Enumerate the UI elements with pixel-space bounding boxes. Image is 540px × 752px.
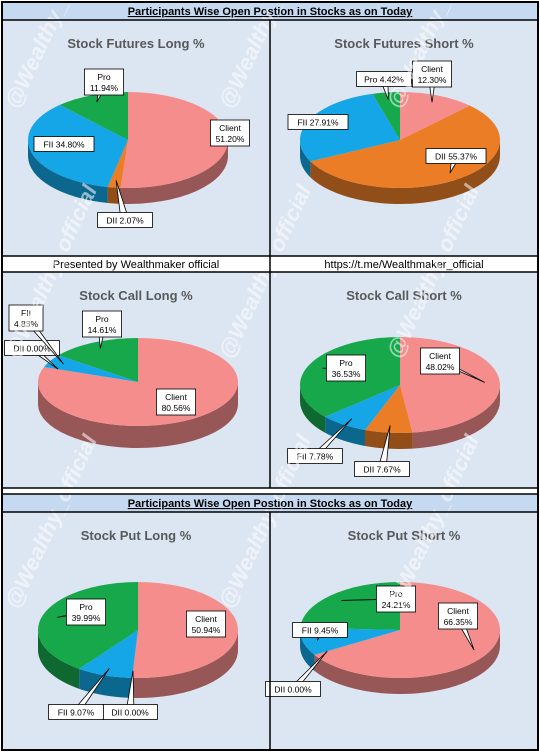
data-label-pro: Pro 36.53%: [332, 358, 361, 379]
charts-layer: Stock Futures Long % Client 51.20% DII 2.07…: [4, 36, 501, 720]
data-label-pro: Pro 24.21%: [382, 589, 411, 610]
data-label-client: Client 80.56%: [162, 392, 191, 413]
pie-slice-fii: [44, 355, 138, 382]
pie-chart-stock-put-short: Stock Put Short % Client 66.35% DII 0.00% FI…: [265, 528, 500, 697]
data-label-box-dii: [265, 681, 321, 697]
pie-slice-fii: [79, 630, 138, 678]
pie-slice-pro: [58, 338, 139, 382]
header-presented-by: Presented by Wealthmaker official: [53, 259, 220, 271]
data-label-dii: DII 7.67%: [363, 465, 401, 475]
header-telegram-link[interactable]: https://t.me/Wealthmaker_official: [324, 259, 483, 271]
pie-slice-side-fii: [325, 416, 366, 446]
data-label-pro: Pro 39.99%: [72, 602, 101, 623]
data-label-box-dii: [354, 461, 410, 477]
data-label-box-fii: [8, 304, 44, 332]
chart-title: Stock Futures Long %: [67, 36, 205, 51]
data-label-client: Client 50.94%: [192, 614, 221, 635]
pie-slice-side-client: [412, 385, 500, 449]
pie-slice-pro: [59, 92, 128, 140]
data-label-pro: Pro 11.94%: [90, 72, 119, 93]
pie-slice-side-fii: [28, 140, 108, 203]
pie-chart-stock-call-long: Stock Call Long % Client 80.56% DII 0.00% FI…: [4, 288, 238, 448]
pie-slice-fii: [300, 93, 400, 162]
data-label-dii: DII 0.00%: [111, 708, 149, 718]
header-band-top: [2, 2, 538, 20]
pie-chart-stock-futures-long: Stock Futures Long % Client 51.20% DII 2.07…: [28, 36, 250, 228]
data-label-box-pro: [66, 598, 107, 626]
chart-title: Stock Put Short %: [348, 528, 461, 543]
data-label-dii: DII 0.00%: [13, 344, 51, 354]
data-label-pro: Pro 14.61%: [88, 314, 117, 335]
data-label-box-client: [209, 119, 250, 147]
pie-slice-pro: [300, 582, 400, 630]
data-label-box-client: [411, 60, 452, 88]
pie-slice-side-client: [314, 630, 500, 694]
pie-slice-side-fii: [300, 630, 315, 671]
data-label-box-fii: [287, 114, 349, 130]
pie-slice-side-dii: [310, 140, 500, 204]
data-label-fii: FII 9.07%: [58, 708, 95, 718]
chart-title: Stock Futures Short %: [334, 36, 474, 51]
chart-title: Stock Call Short %: [346, 288, 462, 303]
pie-slice-side-client: [120, 140, 228, 204]
pie-chart-stock-call-short: Stock Call Short % Client 48.02% DII 7.67% F…: [287, 288, 501, 477]
data-label-client: Client 48.02%: [426, 351, 455, 372]
chart-title: Stock Call Long %: [79, 288, 193, 303]
pie-slice-client: [120, 92, 229, 188]
pie-slice-side-pro: [300, 385, 326, 433]
data-label-fii: FII 7.78%: [297, 452, 334, 462]
pie-slice-side-fii: [300, 140, 311, 178]
data-label-fii: FII 27.91%: [297, 118, 339, 128]
data-label-client: Client 66.35%: [444, 606, 473, 627]
data-label-box-pro: [82, 310, 123, 338]
data-label-box-client: [419, 347, 460, 375]
data-label-dii: DII 55.37%: [435, 152, 477, 162]
chart-title: Stock Put Long %: [81, 528, 192, 543]
header-band-bottom: [2, 494, 538, 512]
data-label-dii: DII 2.07%: [106, 216, 144, 226]
gap-strip: [2, 488, 538, 494]
header-top-title: Participants Wise Open Postion in Stocks…: [128, 6, 413, 18]
data-label-box-dii: [97, 212, 153, 228]
data-label-box-dii: [425, 148, 487, 164]
pie-slice-client: [400, 92, 470, 140]
pie-slice-dii: [365, 385, 413, 433]
pie-chart-stock-futures-short: Stock Futures Short % Client 12.30% DII 55.…: [287, 36, 501, 204]
data-label-box-client: [185, 610, 226, 638]
pie-chart-stock-put-long: Stock Put Long % Client 50.94% DII 0.00% FII…: [38, 528, 238, 720]
data-label-client: Client 12.30%: [418, 64, 447, 85]
pie-slice-side-pro: [38, 630, 80, 689]
data-label-box-pro: [84, 68, 125, 96]
pie-slice-pro: [38, 582, 138, 669]
data-label-box-client: [437, 602, 478, 630]
data-label-pro: Pro 4.42%: [364, 75, 404, 85]
data-label-box-fii: [48, 704, 104, 720]
pie-slice-dii: [107, 140, 128, 188]
data-label-box-fii: [287, 448, 343, 464]
data-label-box-fii: [292, 622, 348, 638]
data-label-box-client: [155, 388, 196, 416]
data-label-fii: FII 34.80%: [43, 140, 85, 150]
pie-slice-side-client: [38, 382, 238, 448]
data-label-box-pro: [356, 71, 412, 87]
data-label-box-fii: [33, 136, 95, 152]
data-label-client: Client 51.20%: [216, 123, 245, 144]
header-bottom-title: Participants Wise Open Postion in Stocks…: [128, 498, 413, 510]
pie-slice-side-client: [132, 630, 238, 699]
pie-slice-fii: [325, 385, 400, 430]
pie-slice-pro: [372, 92, 400, 140]
data-label-dii: DII 0.00%: [274, 685, 312, 695]
data-label-box-pro: [325, 354, 366, 382]
data-label-fii: FII 4.83%: [14, 308, 39, 329]
pie-slice-client: [132, 582, 238, 679]
data-label-fii: FII 9.45%: [302, 626, 339, 636]
data-label-box-pro: [375, 585, 416, 613]
